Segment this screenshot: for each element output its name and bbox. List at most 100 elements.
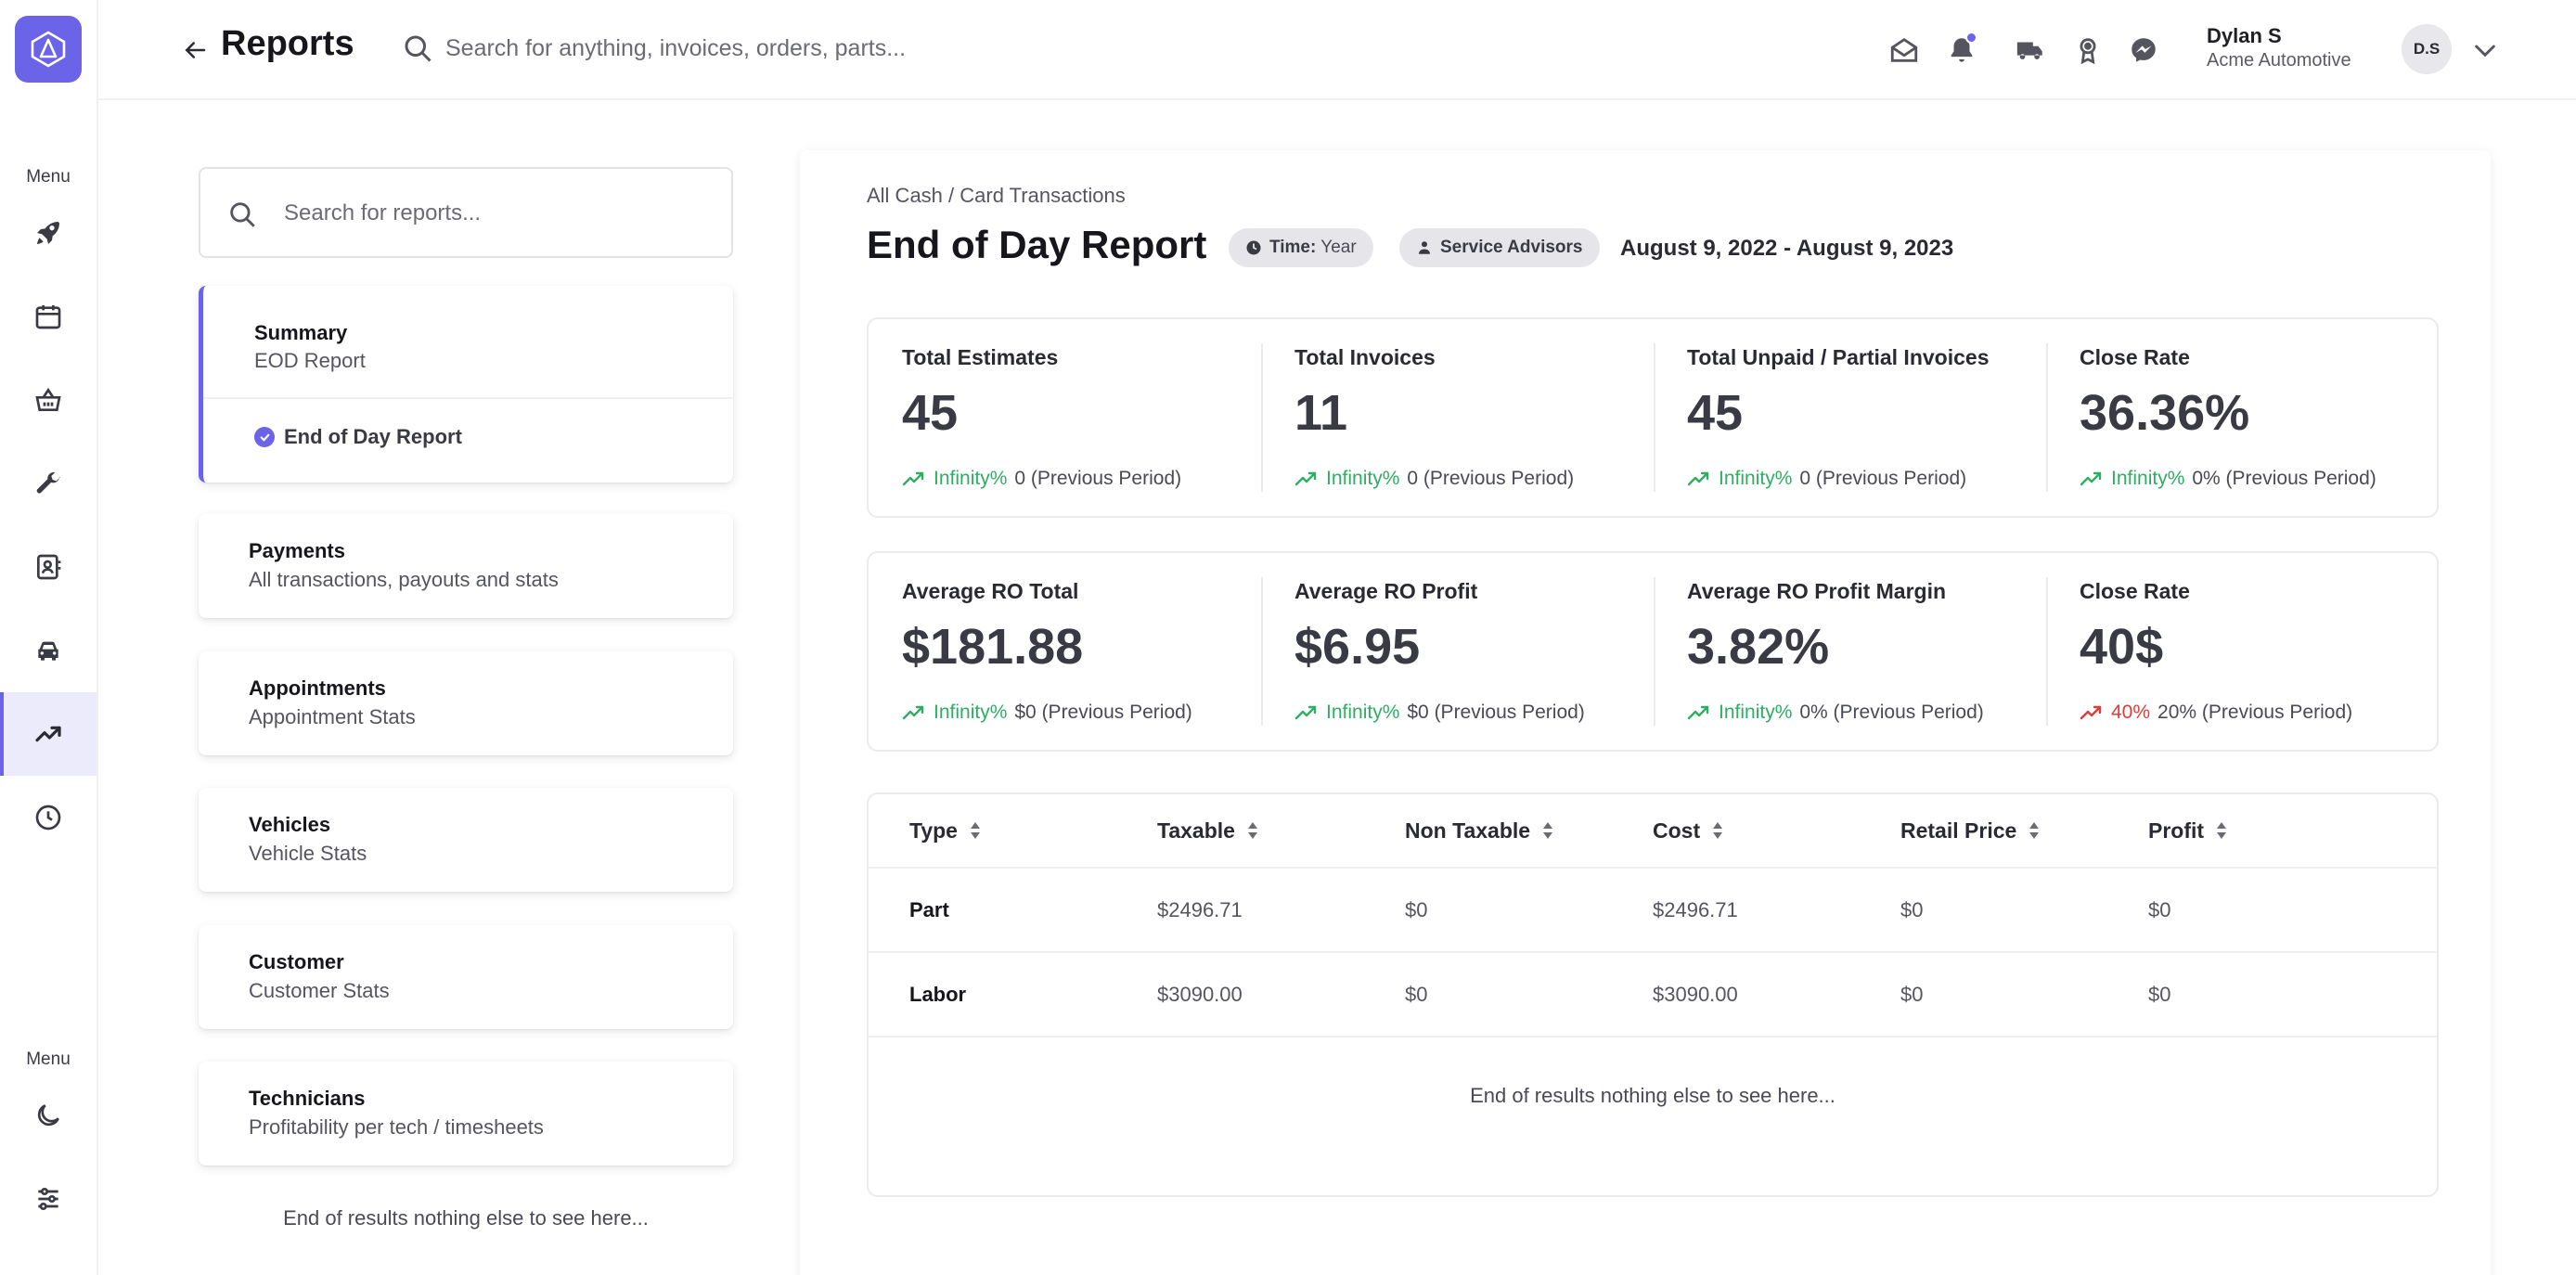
- nav-calendar[interactable]: [0, 275, 97, 358]
- stat-percent: Infinity%: [2111, 468, 2185, 489]
- divider: [1261, 343, 1263, 492]
- stat-label: Total Unpaid / Partial Invoices: [1687, 345, 1990, 369]
- stat-trend: Infinity% $0 (Previous Period): [902, 702, 1192, 724]
- column-header-retail-price[interactable]: Retail Price: [1900, 794, 2041, 867]
- avatar[interactable]: D.S: [2402, 24, 2452, 74]
- table-row[interactable]: Labor $3090.00 $0 $3090.00 $0 $0: [869, 953, 2437, 1037]
- card-subtitle: Customer Stats: [249, 979, 390, 1002]
- report-card-summary[interactable]: Summary EOD Report End of Day Report: [199, 286, 733, 483]
- report-search-input[interactable]: [284, 193, 711, 234]
- table-cell: $0: [1900, 982, 1924, 1006]
- bell-icon: [1951, 38, 1973, 62]
- column-header-non-taxable[interactable]: Non Taxable: [1405, 794, 1554, 867]
- sort-icon: [1713, 822, 1723, 839]
- sub-report-end-of-day[interactable]: End of Day Report: [254, 425, 462, 449]
- card-subtitle: Appointment Stats: [249, 705, 416, 728]
- column-header-type[interactable]: Type: [909, 794, 982, 867]
- truck-button[interactable]: [2012, 32, 2049, 69]
- column-label: Type: [909, 818, 958, 843]
- stat-average-ro-profit-margin: Average RO Profit Margin 3.82% Infinity%…: [1654, 553, 2046, 750]
- back-button[interactable]: [176, 32, 213, 69]
- trend-up-icon: [902, 471, 924, 486]
- card-subtitle: Profitability per tech / timesheets: [249, 1115, 544, 1139]
- nav-history[interactable]: [0, 776, 97, 859]
- nav-rocket[interactable]: [0, 191, 97, 275]
- table-cell: $2496.71: [1157, 897, 1243, 921]
- nav-basket[interactable]: [0, 358, 97, 442]
- advisors-filter-label: Service Advisors: [1440, 238, 1583, 257]
- divider: [1654, 577, 1655, 726]
- stat-percent: Infinity%: [1326, 702, 1400, 723]
- car-icon: [38, 641, 58, 661]
- stat-previous: 0% (Previous Period): [1799, 702, 1984, 723]
- column-header-taxable[interactable]: Taxable: [1157, 794, 1259, 867]
- report-card-vehicles[interactable]: Vehicles Vehicle Stats: [199, 788, 733, 892]
- nav-contacts[interactable]: [0, 525, 97, 609]
- global-search-input[interactable]: [445, 28, 1095, 69]
- envelope-open-icon: [1890, 37, 1918, 62]
- card-title: Appointments: [249, 676, 386, 700]
- stat-value: $6.95: [1294, 619, 1421, 675]
- reports-end-text: End of results nothing else to see here.…: [283, 1206, 649, 1230]
- card-title: Payments: [249, 539, 345, 562]
- column-header-profit[interactable]: Profit: [2148, 794, 2228, 867]
- trend-up-icon: [1687, 471, 1709, 486]
- stat-value: $181.88: [902, 619, 1084, 675]
- stat-average-ro-profit: Average RO Profit $6.95 Infinity% $0 (Pr…: [1261, 553, 1654, 750]
- left-rail: Menu Menu: [0, 0, 98, 1275]
- stat-trend: Infinity% 0 (Previous Period): [902, 468, 1181, 490]
- card-title: Technicians: [249, 1087, 366, 1110]
- divider: [2046, 577, 2048, 726]
- table-cell: $0: [1405, 897, 1428, 921]
- nav-dark-mode[interactable]: [0, 1074, 97, 1157]
- trend-up-icon: [2080, 471, 2102, 486]
- stat-label: Average RO Profit Margin: [1687, 579, 1947, 603]
- stat-trend: Infinity% $0 (Previous Period): [1294, 702, 1585, 724]
- card-subtitle: EOD Report: [254, 349, 366, 372]
- report-card-technicians[interactable]: Technicians Profitability per tech / tim…: [199, 1062, 733, 1166]
- advisors-filter-chip[interactable]: Service Advisors: [1399, 228, 1600, 267]
- stats-row-2: Average RO Total $181.88 Infinity% $0 (P…: [867, 551, 2439, 752]
- nav-car[interactable]: [0, 609, 97, 692]
- stat-close-rate-2: Close Rate 40$ 40% 20% (Previous Period): [2046, 553, 2439, 750]
- trend-up-icon: [1294, 705, 1317, 720]
- nav-wrench[interactable]: [0, 442, 97, 525]
- column-header-cost[interactable]: Cost: [1653, 794, 1724, 867]
- column-label: Cost: [1653, 818, 1701, 843]
- breadcrumb[interactable]: All Cash / Card Transactions: [867, 184, 1126, 207]
- sort-icon: [2217, 822, 2227, 839]
- trend-up-icon: [1687, 705, 1709, 720]
- stat-previous: 0 (Previous Period): [1407, 468, 1575, 489]
- stat-label: Average RO Total: [902, 579, 1079, 603]
- trending-up-icon: [35, 726, 61, 742]
- column-label: Taxable: [1157, 818, 1235, 843]
- time-filter-value: Year: [1320, 238, 1357, 257]
- card-title: Summary: [254, 321, 348, 344]
- badge-button[interactable]: [2069, 32, 2106, 69]
- app-logo[interactable]: [15, 16, 82, 83]
- stat-percent: Infinity%: [934, 468, 1008, 489]
- nav-settings[interactable]: [0, 1157, 97, 1241]
- stat-label: Total Invoices: [1294, 345, 1436, 369]
- column-label: Retail Price: [1900, 818, 2017, 843]
- check-circle-icon: [254, 427, 275, 447]
- report-card-customer[interactable]: Customer Customer Stats: [199, 925, 733, 1029]
- nav-reports[interactable]: [0, 692, 97, 776]
- messenger-button[interactable]: [2125, 32, 2162, 69]
- stat-trend: Infinity% 0% (Previous Period): [2080, 468, 2376, 490]
- chevron-down-icon[interactable]: [2470, 35, 2500, 65]
- time-filter-chip[interactable]: Time: Year: [1229, 228, 1373, 267]
- divider: [203, 397, 733, 399]
- stat-value: 45: [1687, 385, 1744, 441]
- stat-total-estimates: Total Estimates 45 Infinity% 0 (Previous…: [869, 319, 1261, 516]
- sub-report-label: End of Day Report: [284, 425, 462, 448]
- table-cell: $0: [2148, 897, 2171, 921]
- report-card-payments[interactable]: Payments All transactions, payouts and s…: [199, 514, 733, 618]
- inbox-button[interactable]: [1886, 32, 1923, 69]
- table-row[interactable]: Part $2496.71 $0 $2496.71 $0 $0: [869, 869, 2437, 953]
- notifications-button[interactable]: [1943, 32, 1980, 69]
- stat-previous: 0 (Previous Period): [1799, 468, 1967, 489]
- stat-label: Average RO Profit: [1294, 579, 1478, 603]
- stat-value: 36.36%: [2080, 385, 2250, 441]
- report-card-appointments[interactable]: Appointments Appointment Stats: [199, 651, 733, 755]
